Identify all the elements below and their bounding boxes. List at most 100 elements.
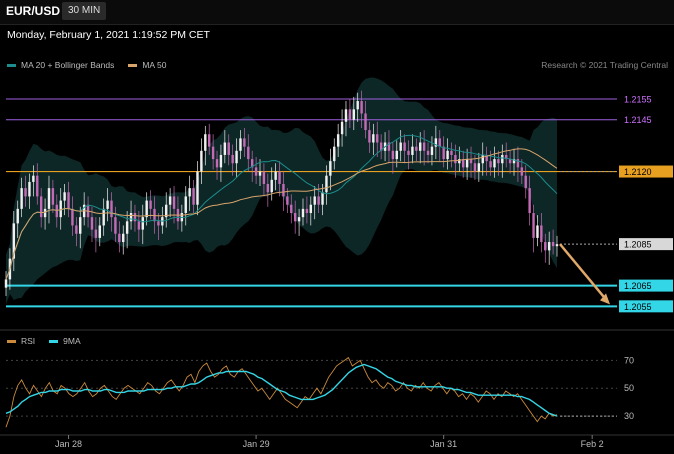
candle-body: [340, 121, 344, 135]
candle-body: [278, 171, 281, 184]
candle-body: [544, 242, 547, 251]
candle-body: [293, 213, 297, 222]
candle-body: [137, 221, 141, 230]
candle-body: [344, 109, 348, 122]
ma50-line: [5, 148, 558, 280]
candle-body: [473, 163, 477, 172]
candle-body: [16, 208, 19, 224]
ma9-swatch: [49, 339, 59, 343]
candle-body: [399, 142, 402, 151]
candle-body: [497, 159, 500, 164]
candle-body: [329, 161, 332, 176]
candle-body: [211, 146, 215, 160]
ma50-swatch: [128, 63, 138, 67]
candle-body: [387, 142, 391, 151]
candle-body: [462, 159, 465, 168]
rsi-tick-label: 50: [624, 383, 634, 393]
candle-body: [215, 159, 219, 168]
candle-body: [360, 101, 363, 114]
candle-body: [114, 217, 117, 234]
level-label: 1.2065: [624, 281, 652, 291]
candle-body: [540, 225, 543, 243]
candle-body: [250, 159, 254, 168]
candle-body: [79, 217, 82, 234]
candle-body: [450, 150, 453, 155]
candle-body: [426, 150, 430, 155]
candle-body: [75, 225, 78, 234]
x-tick-label: Jan 29: [243, 439, 270, 449]
candle-body: [282, 183, 285, 197]
candle-body: [254, 167, 258, 176]
rsi-tick-label: 70: [624, 355, 634, 365]
candle-body: [184, 196, 187, 214]
candle-body: [520, 167, 524, 176]
candle-body: [411, 146, 414, 155]
candle-body: [24, 188, 27, 197]
candle-body: [36, 175, 39, 197]
candle-body: [501, 154, 504, 164]
candle-body: [333, 146, 336, 162]
candle-body: [297, 217, 301, 222]
datetime-label: Monday, February 1, 2021 1:19:52 PM CET: [7, 29, 210, 41]
candle-body: [551, 242, 555, 247]
candle-body: [368, 130, 371, 143]
candle-body: [376, 134, 379, 143]
legend-ma50-label: MA 50: [142, 60, 167, 70]
candle-body: [223, 142, 227, 155]
level-label: 1.2055: [624, 302, 652, 312]
candle-body: [430, 146, 434, 155]
candle-body: [493, 159, 496, 168]
candle-body: [243, 138, 246, 147]
candle-body: [532, 213, 535, 238]
candle-body: [149, 200, 152, 209]
symbol-label: EUR/USD: [6, 4, 61, 18]
candle-body: [516, 159, 520, 168]
candle-body: [63, 192, 66, 201]
top-bar: EUR/USD 30 MIN: [0, 0, 674, 25]
candle-body: [536, 225, 539, 238]
candle-body: [391, 150, 395, 160]
candle-body: [145, 200, 148, 218]
candle-body: [504, 154, 508, 160]
candle-body: [313, 196, 316, 205]
projection-arrowhead: [600, 293, 610, 305]
candle-body: [485, 154, 488, 162]
candle-body: [110, 200, 113, 218]
candle-body: [32, 175, 35, 182]
candle-body: [465, 159, 469, 168]
candle-body: [481, 154, 484, 164]
candle-body: [528, 188, 531, 214]
candle-body: [477, 163, 481, 172]
candle-body: [336, 134, 340, 147]
candle-body: [301, 208, 305, 218]
candle-body: [524, 175, 527, 189]
candle-body: [94, 229, 98, 238]
candle-body: [20, 188, 23, 209]
x-tick-label: Feb 2: [581, 439, 604, 449]
candle-body: [219, 154, 223, 168]
candle-body: [262, 171, 266, 184]
level-label-box: [619, 165, 673, 178]
x-tick-label: Jan 28: [55, 439, 82, 449]
candle-body: [39, 196, 43, 218]
level-label-box: [619, 279, 673, 292]
candle-body: [90, 217, 94, 230]
projection-arrow: [559, 243, 606, 300]
candle-body: [274, 171, 277, 180]
candle-body: [438, 138, 441, 147]
candle-body: [422, 142, 426, 151]
candle-body: [188, 188, 191, 197]
candle-body: [4, 279, 8, 288]
candle-body: [102, 208, 105, 226]
candle-body: [55, 204, 59, 218]
candle-body: [235, 150, 238, 164]
candle-body: [12, 223, 16, 259]
candle-body: [118, 233, 121, 243]
candle-body: [290, 204, 293, 214]
timeframe-button[interactable]: 30 MIN: [62, 2, 107, 20]
candle-body: [508, 159, 512, 164]
candle-body: [270, 179, 273, 193]
candle-body: [204, 134, 207, 151]
rsi-swatch: [7, 339, 16, 343]
